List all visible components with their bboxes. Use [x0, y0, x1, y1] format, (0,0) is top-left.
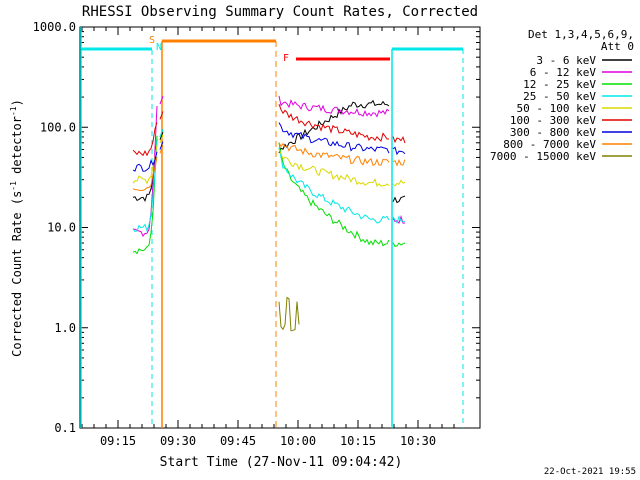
- saa-flag-label: S: [149, 35, 155, 46]
- flare-flag-label: F: [283, 53, 289, 64]
- y-axis-label-exp1: -1: [9, 181, 18, 191]
- x-tick-label: 09:30: [160, 434, 196, 448]
- y-axis-label-end: ): [10, 99, 24, 106]
- legend-item-label: 50 - 100 keV: [517, 102, 597, 115]
- legend-header-line2: Att 0: [601, 40, 634, 53]
- series-lines: [132, 95, 406, 332]
- observing-flags: SN F: [80, 27, 464, 428]
- legend-item-label: 300 - 800 keV: [510, 126, 596, 139]
- series-line-7: [132, 142, 406, 192]
- x-tick-label: 09:45: [220, 434, 256, 448]
- series-line-6: [132, 122, 406, 172]
- legend-header-line1: Det 1,3,4,5,6,9,: [528, 28, 634, 41]
- legend-item-label: 800 - 7000 keV: [503, 138, 596, 151]
- x-tick-label: 10:00: [280, 434, 316, 448]
- series-line-8: [278, 296, 300, 332]
- legend-item-label: 3 - 6 keV: [536, 54, 596, 67]
- x-tick-label: 10:15: [340, 434, 376, 448]
- legend-item-label: 7000 - 15000 keV: [490, 150, 596, 163]
- series-line-3: [132, 128, 405, 233]
- y-tick-label: 1.0: [54, 321, 76, 335]
- svg-text:Corrected Count Rate (s-1 dete: Corrected Count Rate (s-1 detector-1): [9, 99, 24, 357]
- timestamp: 22-Oct-2021 19:55: [544, 467, 636, 477]
- legend-item-label: 100 - 300 keV: [510, 114, 596, 127]
- series-line-5: [132, 104, 406, 157]
- y-tick-label: 100.0: [40, 120, 76, 134]
- night-flag-label: N: [156, 42, 162, 53]
- y-tick-label: 10.0: [47, 221, 76, 235]
- y-axis-label-mid: detector: [10, 116, 24, 181]
- y-tick-label: 1000.0: [33, 20, 76, 34]
- x-tick-label: 10:30: [400, 434, 436, 448]
- series-line-0: [132, 99, 406, 204]
- legend-item-label: 6 - 12 keV: [530, 66, 597, 79]
- y-axis-label-exp2: -1: [9, 106, 18, 116]
- series-line-1: [132, 95, 406, 237]
- x-axis: 09:15 09:30 09:45 10:00 10:15 10:30: [81, 27, 455, 448]
- x-axis-label: Start Time (27-Nov-11 09:04:42): [160, 455, 403, 470]
- y-tick-label: 0.1: [54, 421, 76, 435]
- series-line-4: [132, 134, 406, 187]
- x-tick-label: 09:15: [100, 434, 136, 448]
- y-axis-label-main: Corrected Count Rate (s: [10, 191, 24, 357]
- chart-title: RHESSI Observing Summary Count Rates, Co…: [82, 4, 478, 20]
- legend-item-label: 12 - 25 keV: [523, 78, 596, 91]
- y-axis-label: Corrected Count Rate (s-1 detector-1): [9, 99, 24, 357]
- legend-item-label: 25 - 50 keV: [523, 90, 596, 103]
